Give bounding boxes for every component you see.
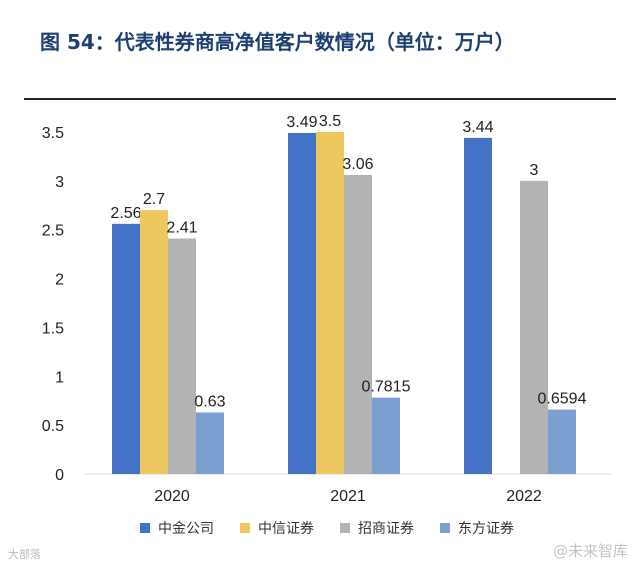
watermark-left: 大部落 bbox=[8, 548, 41, 561]
data-label: 0.7815 bbox=[362, 379, 411, 396]
legend-label: 中金公司 bbox=[158, 521, 214, 537]
legend-item-cmsc: 招商证券 bbox=[340, 518, 414, 538]
data-label: 2.56 bbox=[110, 205, 141, 222]
data-label: 3.49 bbox=[286, 114, 317, 131]
data-label: 0.63 bbox=[194, 393, 225, 410]
legend-label: 招商证券 bbox=[358, 521, 414, 537]
data-label: 2.7 bbox=[143, 191, 165, 208]
y-tick-label: 1.5 bbox=[42, 320, 64, 337]
legend-label: 中信证券 bbox=[258, 521, 314, 537]
legend-swatch bbox=[440, 523, 450, 533]
bar bbox=[548, 409, 576, 474]
data-label: 2.41 bbox=[166, 220, 197, 237]
watermark-right: @未来智库 bbox=[552, 542, 628, 560]
data-label: 3 bbox=[530, 162, 539, 179]
y-tick-label: 3.5 bbox=[42, 125, 64, 142]
legend-swatch bbox=[140, 523, 150, 533]
data-label: 3.44 bbox=[462, 119, 493, 136]
legend-label: 东方证券 bbox=[458, 521, 514, 537]
y-tick-label: 0.5 bbox=[42, 418, 64, 435]
data-label: 0.6594 bbox=[538, 391, 587, 408]
bar bbox=[372, 397, 400, 474]
y-tick-label: 3 bbox=[55, 174, 64, 191]
legend-swatch bbox=[240, 523, 250, 533]
bar bbox=[464, 137, 492, 474]
y-tick-label: 2.5 bbox=[42, 223, 64, 240]
legend-swatch bbox=[340, 523, 350, 533]
bar bbox=[520, 180, 548, 474]
legend-item-cicc: 中金公司 bbox=[140, 518, 214, 538]
legend-item-orient: 东方证券 bbox=[440, 518, 514, 538]
bar bbox=[196, 412, 224, 474]
bar bbox=[168, 238, 196, 474]
title-divider bbox=[24, 98, 616, 100]
x-tick-label: 2020 bbox=[154, 488, 190, 505]
legend: 中金公司 中信证券 招商证券 东方证券 bbox=[140, 518, 514, 538]
y-tick-label: 0 bbox=[55, 467, 64, 484]
bar bbox=[112, 223, 140, 474]
y-tick-label: 2 bbox=[55, 272, 64, 289]
data-label: 3.06 bbox=[342, 156, 373, 173]
bar bbox=[288, 132, 316, 474]
x-tick-label: 2022 bbox=[506, 488, 542, 505]
data-label: 3.5 bbox=[319, 113, 341, 130]
legend-item-citic: 中信证券 bbox=[240, 518, 314, 538]
bar bbox=[344, 174, 372, 474]
chart-title: 图 54：代表性券商高净值客户数情况（单位：万户） bbox=[40, 30, 515, 54]
bar bbox=[316, 132, 344, 474]
x-tick-label: 2021 bbox=[330, 488, 366, 505]
y-tick-label: 1 bbox=[55, 369, 64, 386]
bar bbox=[140, 210, 168, 474]
